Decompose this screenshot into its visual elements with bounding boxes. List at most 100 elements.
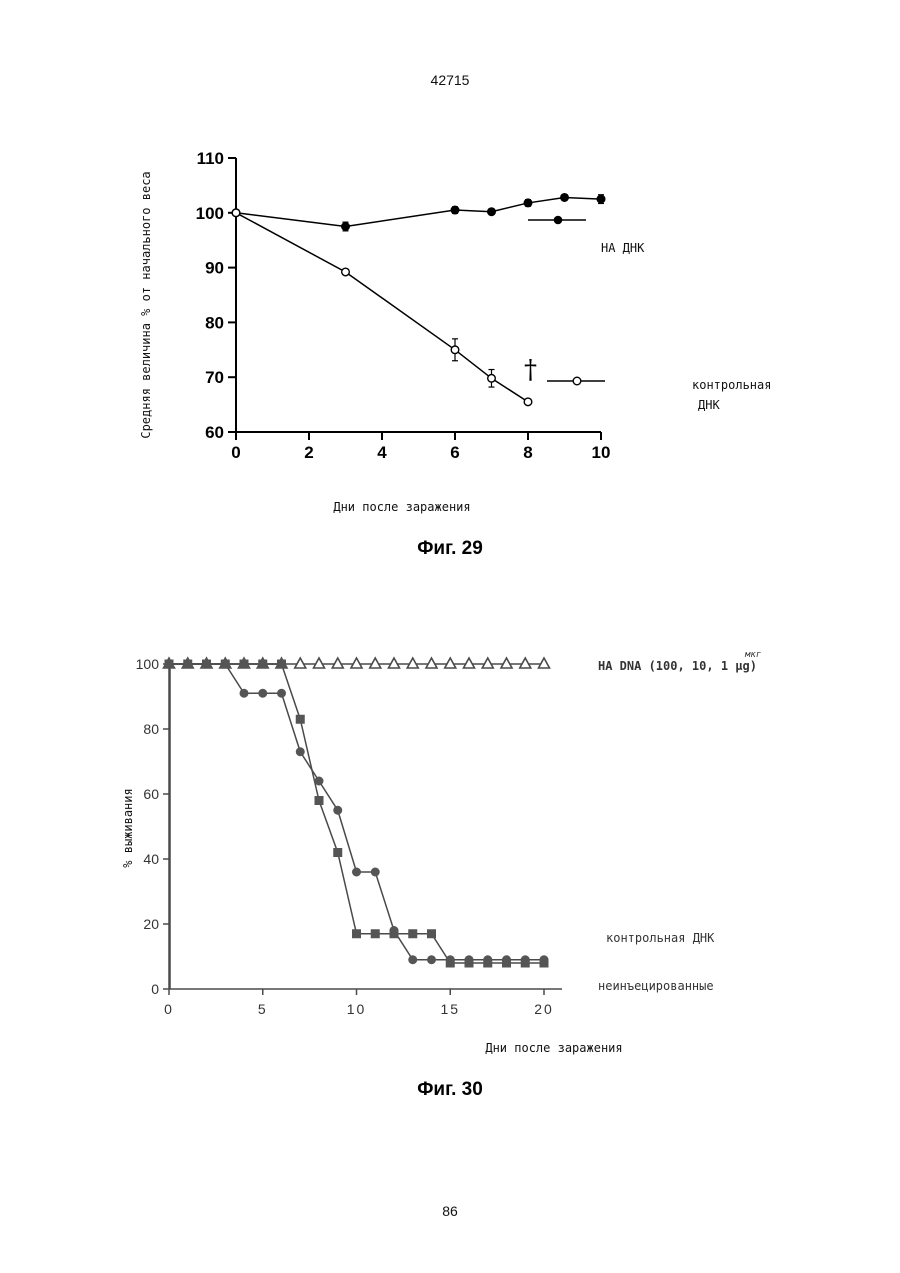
fig29-legend-label-line: контрольная	[692, 378, 771, 392]
fig30-y-axis-label: % выживания	[121, 788, 135, 867]
fig29-data-point	[561, 194, 569, 202]
fig29-data-point	[488, 374, 496, 382]
fig29-legend-marker	[554, 216, 562, 224]
fig30-data-point	[333, 806, 342, 815]
fig30-legend: мкгНА DNA (100, 10, 1 µg)контрольная ДНК…	[598, 650, 761, 993]
fig30-data-point	[258, 689, 267, 698]
fig29-data-point	[342, 223, 350, 231]
fig29-y-tick-label: 80	[205, 313, 224, 332]
fig30-data-point	[295, 658, 306, 668]
fig29-legend-marker	[573, 377, 581, 385]
fig29-series-line	[236, 213, 528, 402]
fig30-data-point	[202, 660, 211, 669]
fig30-data-point	[277, 689, 286, 698]
fig30-data-point	[277, 660, 286, 669]
fig29-y-tick-label: 60	[205, 423, 224, 442]
fig30-data-point	[332, 658, 343, 668]
fig29-dagger-annotation: †	[524, 355, 537, 385]
fig30-data-point	[521, 955, 530, 964]
fig30-x-tick-label: 15	[440, 1001, 460, 1017]
fig30-data-point	[465, 955, 474, 964]
fig30-legend-ha-dna: НА DNA (100, 10, 1 µg)	[598, 659, 757, 673]
fig30-y-tick-label: 0	[151, 981, 159, 997]
fig29-legend: НА ДНКконтрольнаяДНК	[528, 216, 771, 412]
fig29-data-point	[232, 209, 240, 217]
fig29-x-axis-label: Дни после заражения	[333, 500, 470, 514]
fig29-data-point	[524, 398, 532, 406]
fig30-series	[164, 658, 550, 989]
fig29-data-point	[488, 208, 496, 216]
fig30-x-axis-label: Дни после заражения	[485, 1041, 622, 1055]
fig30-data-point	[352, 868, 361, 877]
page-footer-number: 86	[0, 1203, 900, 1219]
fig29-legend-label: контрольная ДНК	[692, 378, 771, 412]
fig30-data-point	[314, 658, 325, 668]
fig30-data-point	[165, 660, 174, 669]
fig30-data-point	[389, 658, 400, 668]
fig29-series-line	[236, 197, 601, 226]
fig29-legend-label-line: ДНК	[698, 398, 720, 412]
fig30-y-tick-label: 20	[143, 916, 159, 932]
fig30-data-point	[370, 658, 381, 668]
fig30-data-point	[351, 658, 362, 668]
fig30-data-point	[371, 868, 380, 877]
fig29-x-tick-label: 8	[523, 443, 532, 462]
fig30-x-tick-label: 10	[347, 1001, 367, 1017]
fig30-data-point	[446, 955, 455, 964]
fig30-data-point	[296, 747, 305, 756]
fig29-y-axis-label: Средняя величина % от начального веса	[139, 171, 153, 438]
fig30-y-tick-label: 40	[143, 851, 159, 867]
fig30-series-line	[169, 664, 544, 960]
fig29-x-tick-label: 2	[304, 443, 313, 462]
fig30-data-point	[539, 658, 550, 668]
fig29-axes: 607080901001100246810	[196, 149, 611, 462]
fig29-data-point	[451, 346, 459, 354]
fig29-data-point	[524, 199, 532, 207]
fig29-y-tick-label: 70	[205, 368, 224, 387]
fig30-data-point	[315, 777, 324, 786]
fig29-y-tick-label: 90	[205, 259, 224, 278]
figure-30-chart: 0 20 40 60 80 100 0 5 10 15 20 % выживания Дни пос…	[0, 630, 900, 1070]
fig30-data-point	[258, 660, 267, 669]
fig29-data-point	[597, 195, 605, 203]
fig30-data-point	[371, 929, 380, 938]
fig30-data-point	[352, 929, 361, 938]
fig30-data-point	[183, 660, 192, 669]
fig30-x-tick-label: 5	[258, 1001, 268, 1017]
fig30-data-point	[315, 796, 324, 805]
figure-29-chart: 607080901001100246810 Средняя величина %…	[0, 0, 900, 530]
fig30-data-point	[296, 715, 305, 724]
fig29-series	[232, 194, 605, 406]
fig30-data-point	[445, 658, 456, 668]
fig29-x-tick-label: 10	[592, 443, 611, 462]
fig29-y-tick-label: 100	[196, 204, 224, 223]
fig30-y-tick-label: 60	[143, 786, 159, 802]
fig29-x-tick-label: 0	[231, 443, 240, 462]
fig30-legend-control: контрольная ДНК	[606, 931, 715, 945]
fig30-x-tick-label: 0	[164, 1001, 174, 1017]
figure-29-caption: Фиг. 29	[0, 538, 900, 560]
fig30-data-point	[408, 955, 417, 964]
fig30-y-tick-label: 80	[143, 721, 159, 737]
fig30-data-point	[427, 955, 436, 964]
fig30-data-point	[408, 929, 417, 938]
fig30-y-tick-label: 100	[136, 656, 160, 672]
fig30-legend-uninjected: неинъецированные	[598, 979, 714, 993]
fig30-series-line	[169, 664, 544, 963]
fig30-data-point	[427, 929, 436, 938]
fig30-data-point	[464, 658, 475, 668]
fig30-x-tick-label: 20	[534, 1001, 554, 1017]
fig30-data-point	[240, 689, 249, 698]
fig30-data-point	[240, 660, 249, 669]
fig30-data-point	[221, 660, 230, 669]
fig30-data-point	[502, 955, 511, 964]
fig30-data-point	[390, 926, 399, 935]
fig30-data-point	[483, 955, 492, 964]
fig30-data-point	[426, 658, 437, 668]
fig30-data-point	[520, 658, 531, 668]
fig29-x-tick-label: 6	[450, 443, 459, 462]
fig30-data-point	[501, 658, 512, 668]
fig29-x-tick-label: 4	[377, 443, 387, 462]
figure-30-caption: Фиг. 30	[0, 1079, 900, 1101]
fig30-data-point	[540, 955, 549, 964]
